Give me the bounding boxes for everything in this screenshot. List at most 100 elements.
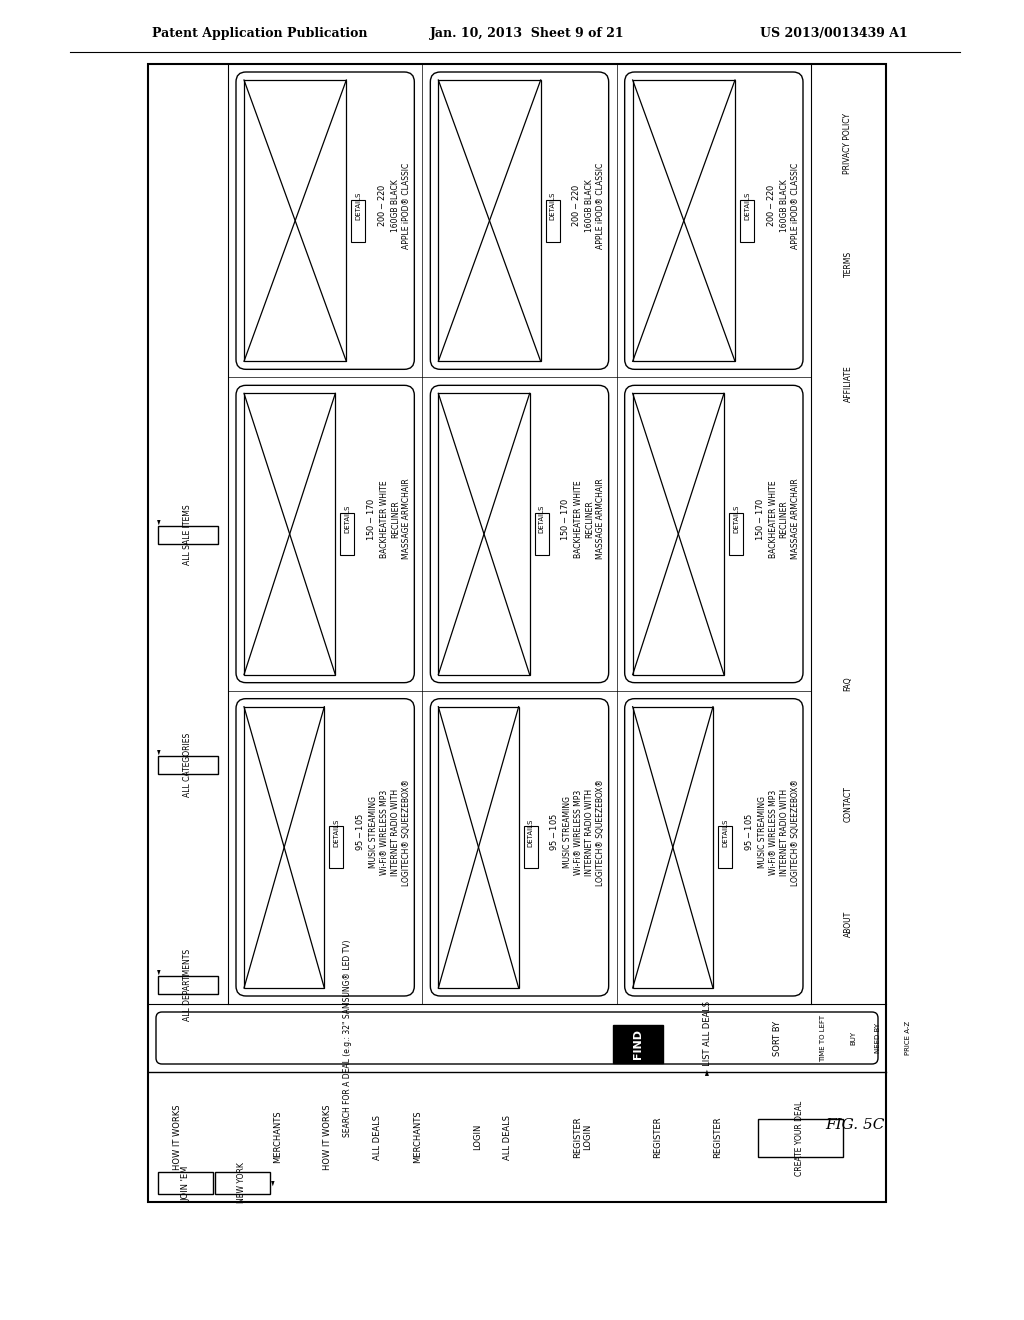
FancyBboxPatch shape [430, 73, 608, 370]
Bar [158, 525, 218, 544]
Text: $150 - $170: $150 - $170 [559, 498, 570, 541]
Text: $95 - $105: $95 - $105 [354, 813, 365, 851]
Text: ► LIST ALL DEALS: ► LIST ALL DEALS [703, 1001, 713, 1074]
Bar [244, 81, 346, 362]
Text: DETAILS: DETAILS [334, 818, 339, 846]
Text: MERCHANTS: MERCHANTS [414, 1110, 423, 1163]
Text: ►: ► [155, 519, 161, 524]
FancyBboxPatch shape [430, 385, 608, 682]
FancyBboxPatch shape [625, 73, 803, 370]
Text: LOGITECH® SQUEEZEBOX®: LOGITECH® SQUEEZEBOX® [791, 779, 800, 886]
Text: PRICE A-Z: PRICE A-Z [905, 1020, 911, 1055]
Text: FIND: FIND [633, 1030, 643, 1059]
Text: Wi-Fi® WIRELESS MP3: Wi-Fi® WIRELESS MP3 [380, 789, 389, 875]
Text: BACKHEATER WHITE: BACKHEATER WHITE [380, 480, 389, 558]
FancyBboxPatch shape [156, 1012, 878, 1064]
Text: $150 - $170: $150 - $170 [754, 498, 765, 541]
Text: LOGITECH® SQUEEZEBOX®: LOGITECH® SQUEEZEBOX® [401, 779, 411, 886]
Text: ABOUT: ABOUT [844, 911, 853, 937]
Text: Wi-Fi® WIRELESS MP3: Wi-Fi® WIRELESS MP3 [574, 789, 583, 875]
Text: CREATE YOUR DEAL: CREATE YOUR DEAL [796, 1101, 805, 1176]
Bar [758, 1119, 843, 1158]
Text: FIG. 5C: FIG. 5C [825, 1118, 885, 1133]
Text: APPLE iPOD® CLASSIC: APPLE iPOD® CLASSIC [791, 162, 800, 248]
Text: LOGITECH® SQUEEZEBOX®: LOGITECH® SQUEEZEBOX® [596, 779, 605, 886]
Text: Wi-Fi® WIRELESS MP3: Wi-Fi® WIRELESS MP3 [768, 789, 777, 875]
Text: Jan. 10, 2013  Sheet 9 of 21: Jan. 10, 2013 Sheet 9 of 21 [430, 26, 625, 40]
Bar [438, 81, 541, 362]
Bar [613, 1026, 663, 1063]
Text: 160GB BLACK: 160GB BLACK [779, 180, 788, 232]
Bar [729, 513, 743, 554]
Text: INTERNET RADIO WITH: INTERNET RADIO WITH [391, 789, 399, 876]
Text: JOIN 'EM: JOIN 'EM [181, 1166, 190, 1201]
Text: TIME TO LEFT: TIME TO LEFT [820, 1015, 826, 1061]
Text: REGISTER: REGISTER [714, 1117, 723, 1158]
Text: INTERNET RADIO WITH: INTERNET RADIO WITH [585, 789, 594, 876]
Text: RECLINER: RECLINER [391, 500, 399, 537]
Text: LOGIN: LOGIN [473, 1123, 482, 1150]
Text: NEW YORK: NEW YORK [238, 1163, 247, 1204]
Text: APPLE iPOD® CLASSIC: APPLE iPOD® CLASSIC [596, 162, 605, 248]
Bar [535, 513, 549, 554]
Text: DETAILS: DETAILS [539, 504, 545, 533]
Text: $200 - $220: $200 - $220 [376, 183, 387, 227]
Text: $200 - $220: $200 - $220 [765, 183, 775, 227]
Text: FAQ: FAQ [844, 677, 853, 692]
Bar [340, 513, 354, 554]
Text: Patent Application Publication: Patent Application Publication [152, 26, 368, 40]
Text: BUY: BUY [850, 1031, 856, 1045]
Text: ALL SALE ITEMS: ALL SALE ITEMS [183, 504, 193, 565]
Text: REGISTER: REGISTER [573, 1117, 583, 1158]
Text: $150 - $170: $150 - $170 [365, 498, 376, 541]
Text: ►: ► [269, 1180, 275, 1185]
Text: MASSAGE ARMCHAIR: MASSAGE ARMCHAIR [401, 479, 411, 560]
Text: DETAILS: DETAILS [744, 191, 750, 220]
Bar [148, 63, 886, 1203]
Text: ALL CATEGORIES: ALL CATEGORIES [183, 733, 193, 797]
Text: DETAILS: DETAILS [355, 191, 361, 220]
FancyBboxPatch shape [625, 698, 803, 997]
Text: MERCHANTS: MERCHANTS [273, 1110, 283, 1163]
Bar [633, 706, 713, 987]
FancyBboxPatch shape [236, 698, 415, 997]
Bar [633, 393, 724, 675]
Bar [718, 826, 732, 869]
Text: RECLINER: RECLINER [585, 500, 594, 537]
Text: HOW IT WORKS: HOW IT WORKS [173, 1105, 182, 1170]
Text: MUSIC STREAMING: MUSIC STREAMING [369, 796, 378, 869]
Text: $200 - $220: $200 - $220 [570, 183, 582, 227]
Text: APPLE iPOD® CLASSIC: APPLE iPOD® CLASSIC [401, 162, 411, 248]
FancyBboxPatch shape [236, 73, 415, 370]
Text: 160GB BLACK: 160GB BLACK [585, 180, 594, 232]
Bar [438, 393, 529, 675]
Text: REGISTER: REGISTER [653, 1117, 663, 1158]
Text: 160GB BLACK: 160GB BLACK [391, 180, 399, 232]
Text: DETAILS: DETAILS [550, 191, 556, 220]
Text: AFFILIATE: AFFILIATE [844, 366, 853, 403]
Text: $95 - $105: $95 - $105 [742, 813, 754, 851]
Text: ►: ► [155, 969, 161, 974]
Text: BACKHEATER WHITE: BACKHEATER WHITE [768, 480, 777, 558]
Text: DETAILS: DETAILS [344, 504, 350, 533]
Text: ALL DEPARTMENTS: ALL DEPARTMENTS [183, 949, 193, 1022]
Bar [215, 1172, 270, 1195]
Bar [351, 199, 366, 242]
Text: ALL DEALS: ALL DEALS [504, 1114, 512, 1159]
Bar [438, 706, 519, 987]
Text: CONTACT: CONTACT [844, 787, 853, 822]
Text: ►: ► [155, 750, 161, 755]
Text: MASSAGE ARMCHAIR: MASSAGE ARMCHAIR [791, 479, 800, 560]
Text: MUSIC STREAMING: MUSIC STREAMING [563, 796, 572, 869]
Text: INTERNET RADIO WITH: INTERNET RADIO WITH [779, 789, 788, 876]
Bar [244, 706, 325, 987]
Text: $95 - $105: $95 - $105 [548, 813, 559, 851]
Text: LOGIN: LOGIN [584, 1123, 593, 1150]
Bar [158, 756, 218, 774]
Bar [740, 199, 754, 242]
Text: MUSIC STREAMING: MUSIC STREAMING [758, 796, 767, 869]
FancyBboxPatch shape [236, 385, 415, 682]
Text: BACKHEATER WHITE: BACKHEATER WHITE [574, 480, 583, 558]
Bar [244, 393, 335, 675]
Text: DETAILS: DETAILS [527, 818, 534, 846]
